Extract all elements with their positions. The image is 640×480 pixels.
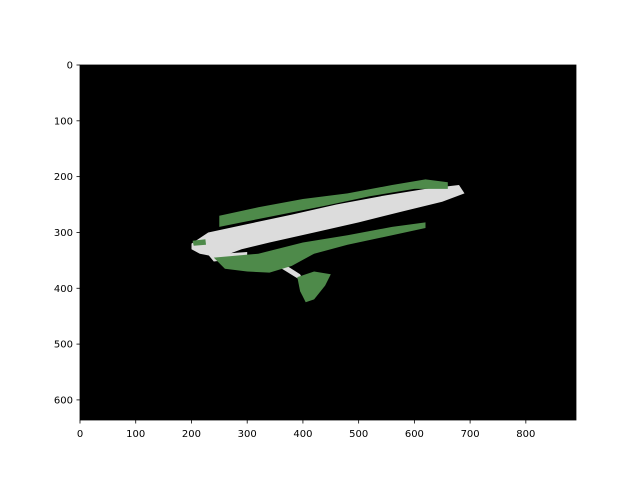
x-tick-label: 300 — [238, 429, 257, 440]
x-tick-label: 800 — [516, 429, 535, 440]
y-tick-label: 600 — [54, 395, 73, 406]
x-tick-label: 700 — [461, 429, 480, 440]
x-tick-label: 0 — [77, 429, 83, 440]
x-axis-ticks: 0 100 200 300 400 500 600 700 800 — [77, 420, 535, 440]
region-vegetation-7 — [258, 259, 273, 269]
x-tick-label: 600 — [405, 429, 424, 440]
y-tick-label: 400 — [54, 284, 73, 295]
region-free_space-0 — [191, 185, 465, 258]
region-vegetation-5 — [297, 271, 331, 303]
y-axis-ticks: 0 100 200 300 400 500 600 — [54, 61, 80, 406]
map-regions — [191, 179, 465, 303]
y-tick-label: 500 — [54, 340, 73, 351]
y-tick-label: 0 — [67, 61, 73, 72]
axes-frame — [79, 64, 577, 421]
y-tick-label: 100 — [54, 116, 73, 127]
x-tick-label: 100 — [126, 429, 145, 440]
x-tick-label: 200 — [182, 429, 201, 440]
y-tick-label: 200 — [54, 172, 73, 183]
x-tick-label: 400 — [293, 429, 312, 440]
region-vegetation-6 — [192, 239, 206, 246]
axes-border — [79, 64, 577, 421]
y-tick-label: 300 — [54, 228, 73, 239]
region-vegetation-3 — [219, 179, 448, 227]
plot-area — [80, 65, 576, 420]
x-tick-label: 500 — [349, 429, 368, 440]
